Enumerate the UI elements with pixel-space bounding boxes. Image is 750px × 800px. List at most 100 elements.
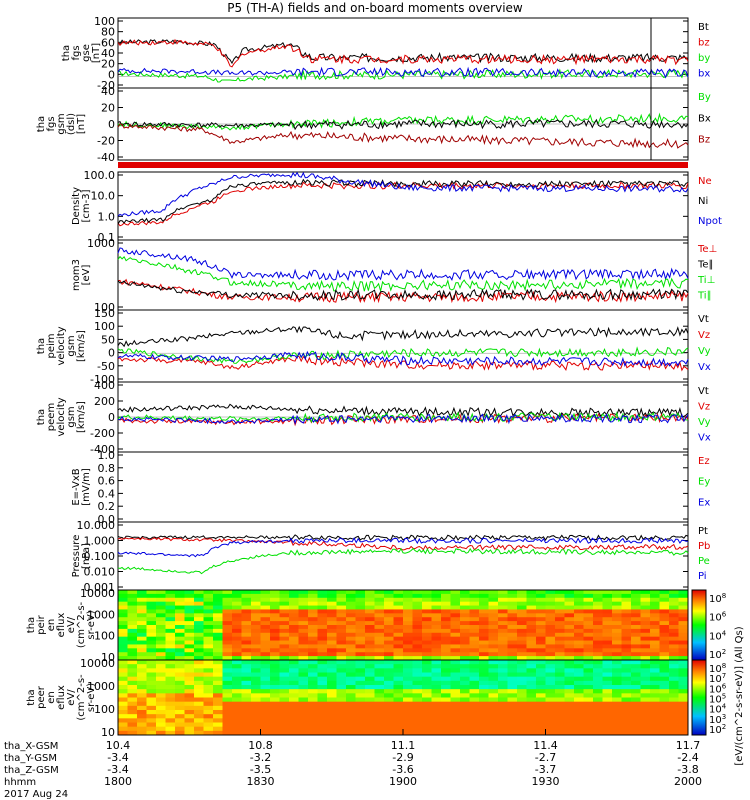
spectrogram-cell: [194, 593, 204, 599]
spectrogram-cell: [574, 609, 584, 614]
spectrogram-cell: [279, 625, 290, 630]
spectrogram-cell: [184, 668, 195, 673]
legend-by: by: [698, 53, 710, 64]
spectrogram-cell: [441, 718, 451, 723]
spectrogram-cell: [469, 705, 480, 711]
spectrogram-cell: [374, 597, 385, 603]
spectrogram-cell: [460, 685, 470, 690]
spectrogram-cell: [175, 718, 185, 723]
spectrogram-cell: [403, 705, 413, 711]
y-axis-label: Density: [71, 187, 82, 225]
spectrogram-cell: [384, 660, 394, 665]
spectrogram-cell: [517, 701, 527, 707]
spectrogram-cell: [631, 632, 641, 638]
spectrogram-cell: [184, 730, 195, 736]
spectrogram-cell: [184, 660, 195, 665]
spectrogram-cell: [251, 722, 261, 728]
spectrogram-cell: [612, 697, 622, 703]
legend-Te⊥: Te⊥: [697, 244, 717, 255]
spectrogram-cell: [279, 689, 290, 694]
spectrogram-cell: [517, 648, 527, 653]
spectrogram-cell: [203, 693, 214, 698]
spectrogram-cell: [260, 609, 271, 614]
spectrogram-cell: [583, 685, 594, 690]
spectrogram-cell: [517, 689, 527, 694]
spectrogram-cell: [374, 625, 385, 630]
spectrogram-cell: [431, 617, 442, 622]
spectrogram-cell: [517, 680, 527, 686]
spectrogram-cell: [165, 718, 176, 723]
spectrogram-cell: [146, 609, 157, 614]
spectrogram-cell: [308, 628, 318, 634]
spectrogram-cell: [593, 722, 603, 728]
y-axis-label: fgs: [46, 116, 57, 131]
spectrogram-cell: [412, 722, 423, 728]
spectrogram-cell: [469, 632, 480, 638]
spectrogram-cell: [165, 714, 176, 719]
spectrogram-cell: [469, 605, 480, 610]
spectrogram-cell: [213, 676, 223, 682]
spectrogram-cell: [526, 652, 537, 657]
y-tick-label: 200: [94, 395, 115, 408]
spectrogram-cell: [241, 601, 252, 607]
spectrogram-cell: [640, 652, 651, 657]
spectrogram-cell: [308, 605, 318, 610]
spectrogram-cell: [469, 601, 480, 607]
spectrogram-cell: [279, 590, 290, 595]
spectrogram-cell: [279, 714, 290, 719]
spectrogram-cell: [175, 730, 185, 736]
spectrogram-cell: [127, 660, 138, 665]
spectrogram-cell: [555, 730, 565, 736]
spectrogram-cell: [479, 680, 489, 686]
spectrogram-cell: [479, 676, 489, 682]
spectrogram-cell: [165, 590, 176, 595]
spectrogram-cell: [365, 689, 375, 694]
spectrogram-cell: [289, 660, 299, 665]
spectrogram-cell: [118, 609, 128, 614]
spectrogram-cell: [612, 722, 622, 728]
spectrogram-cell: [403, 726, 413, 732]
spectrogram-cell: [469, 652, 480, 657]
plot-title: P5 (TH-A) fields and on-board moments ov…: [227, 1, 523, 15]
spectrogram-cell: [374, 648, 385, 653]
spectrogram-cell: [327, 672, 337, 678]
spectrogram-cell: [118, 652, 128, 657]
panel-frame: [117, 309, 689, 383]
spectrogram-cell: [203, 617, 214, 622]
spectrogram-cell: [431, 685, 442, 690]
y-tick-label: 0.2: [98, 500, 116, 513]
spectrogram-cell: [384, 613, 394, 618]
spectrogram-cell: [317, 722, 328, 728]
spectrogram-cell: [574, 697, 584, 703]
spectrogram-cell: [441, 697, 451, 703]
spectrogram-cell: [194, 685, 204, 690]
spectrogram-cell: [441, 656, 451, 661]
spectrogram-cell: [631, 701, 641, 707]
spectrogram-cell: [213, 718, 223, 723]
spectrogram-cell: [127, 648, 138, 653]
spectrogram-cell: [213, 632, 223, 638]
spectrogram-cell: [298, 590, 309, 595]
spectrogram-cell: [669, 710, 679, 715]
spectrogram-cell: [222, 697, 233, 703]
spectrogram-cell: [412, 689, 423, 694]
spectrogram-cell: [327, 601, 337, 607]
spectrogram-cell: [260, 652, 271, 657]
spectrogram-cell: [336, 597, 347, 603]
spectrogram-cell: [127, 632, 138, 638]
spectrogram-cell: [488, 636, 499, 642]
spectrogram-cell: [422, 701, 432, 707]
spectrogram-cell: [327, 697, 337, 703]
spectrogram-cell: [165, 730, 176, 736]
spectrogram-cell: [460, 593, 470, 599]
spectrogram-cell: [327, 722, 337, 728]
spectrogram-cell: [365, 726, 375, 732]
spectrogram-cell: [526, 680, 537, 686]
spectrogram-cell: [441, 730, 451, 736]
spectrogram-cell: [298, 705, 309, 711]
spectrogram-cell: [555, 705, 565, 711]
spectrogram-cell: [127, 726, 138, 732]
spectrogram-cell: [298, 693, 309, 698]
spectrogram-cell: [317, 628, 328, 634]
